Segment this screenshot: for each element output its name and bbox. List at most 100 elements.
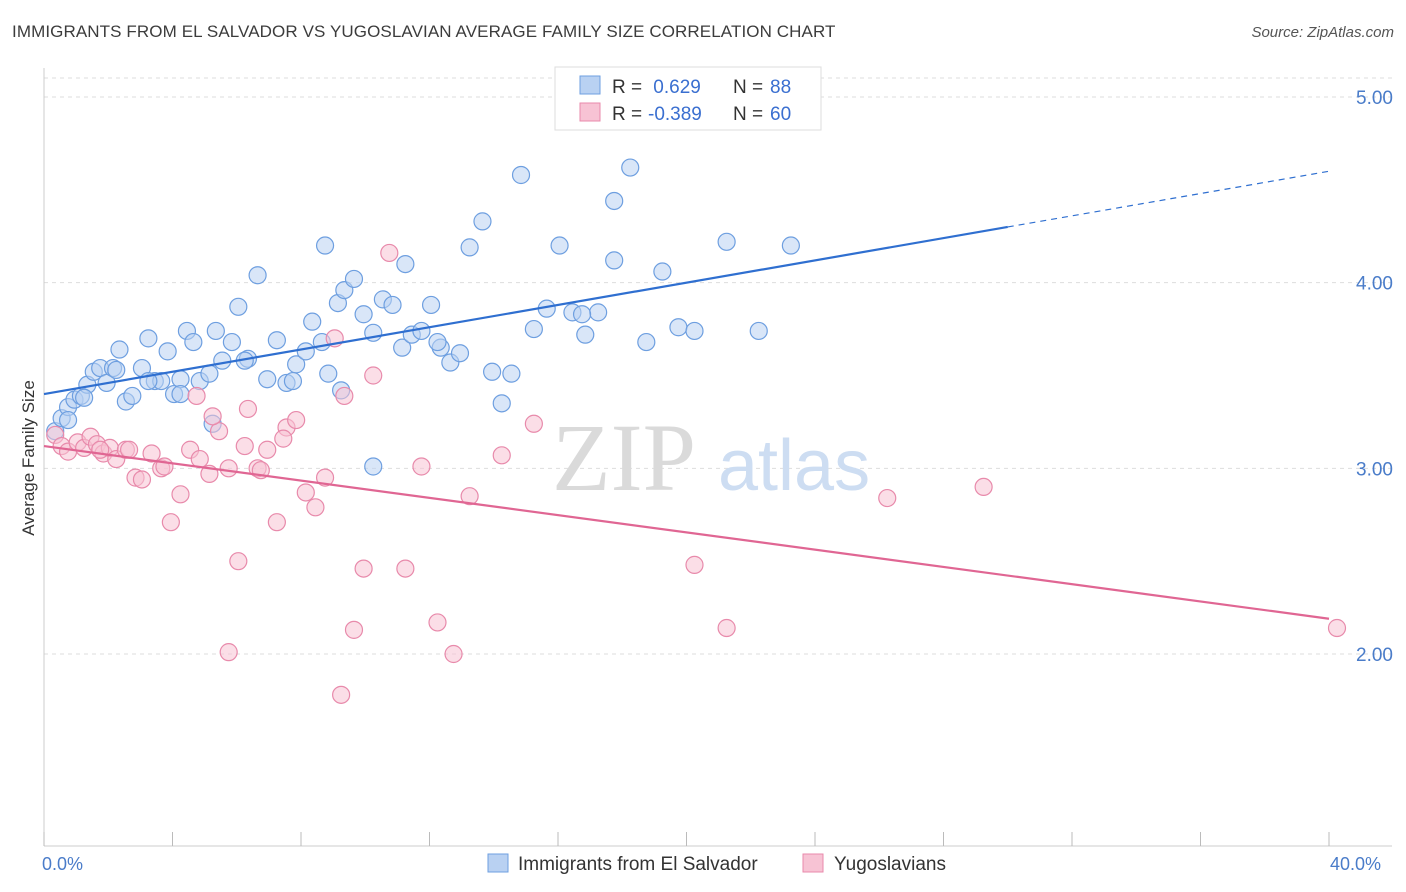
chart-source: Source: ZipAtlas.com (1251, 24, 1394, 41)
data-point (524, 319, 543, 339)
data-point (335, 386, 354, 406)
data-point (229, 297, 248, 316)
data-point (258, 370, 277, 389)
legend-r-value-2: -0.389 (648, 104, 702, 125)
data-point (171, 485, 190, 504)
series-legend: Immigrants from El Salvador Yugoslavians (487, 853, 946, 875)
data-point (502, 364, 521, 383)
data-point (274, 429, 293, 448)
data-point (248, 266, 267, 285)
data-point (605, 191, 624, 211)
data-point (653, 262, 672, 281)
data-point (717, 618, 736, 638)
data-point (235, 436, 254, 456)
data-point (492, 446, 511, 465)
legend-n-label-2: N = (733, 104, 763, 125)
data-point (219, 643, 238, 662)
x-tick-marks (43, 832, 1330, 846)
data-point (380, 243, 399, 263)
data-point (473, 212, 492, 231)
data-point (492, 394, 511, 413)
series-legend-label-pink: Yugoslavians (834, 854, 946, 875)
data-point (393, 338, 412, 357)
legend-swatch-blue (579, 75, 601, 95)
data-point (1327, 618, 1347, 638)
data-point (238, 399, 258, 419)
data-point (287, 410, 306, 430)
data-point (200, 364, 219, 383)
data-point (110, 340, 129, 359)
data-point (296, 342, 315, 361)
data-point (878, 488, 897, 508)
data-point (158, 342, 177, 361)
data-point (621, 158, 640, 177)
data-point (605, 251, 624, 270)
data-point (190, 449, 209, 469)
data-point (450, 344, 470, 363)
data-point (315, 236, 335, 255)
trend-line-blue (43, 225, 1008, 396)
correlation-legend: R = 0.629 N = 88 R = -0.389 N = 60 (554, 66, 822, 131)
data-point (460, 487, 479, 506)
data-point (412, 321, 431, 341)
data-point (187, 386, 206, 406)
y-tick-label: 3.00 (1356, 459, 1393, 480)
data-point (213, 351, 232, 370)
data-point (229, 552, 248, 571)
legend-r-label-2: R = (612, 104, 642, 125)
trend-line-blue-projection (1007, 170, 1330, 228)
y-axis-label: Average Family Size (19, 380, 38, 536)
data-point (344, 620, 364, 639)
data-point (421, 295, 441, 315)
legend-swatch-pink (579, 102, 601, 122)
data-point (354, 559, 373, 578)
data-point (444, 644, 463, 664)
data-point (267, 513, 286, 532)
data-point (171, 384, 190, 404)
data-point (222, 332, 241, 352)
trend-line-pink (43, 444, 1330, 620)
data-point (354, 305, 373, 324)
data-point (749, 321, 768, 341)
data-point (396, 255, 415, 274)
data-point (306, 498, 325, 517)
data-point (364, 366, 383, 385)
y-tick-labels: 2.00 3.00 4.00 5.00 (1356, 88, 1393, 666)
data-point (524, 414, 543, 433)
data-point (412, 457, 431, 476)
data-point (685, 321, 704, 341)
data-point (576, 325, 595, 344)
data-point (589, 303, 608, 322)
legend-r-value-1: 0.629 (648, 77, 701, 98)
series-yugoslavians (46, 243, 1347, 704)
data-point (319, 364, 338, 383)
data-point (483, 362, 502, 381)
data-point (974, 477, 993, 496)
data-point (283, 371, 303, 391)
data-point (296, 483, 315, 502)
data-point (364, 457, 383, 476)
data-point (511, 165, 531, 185)
data-point (184, 332, 203, 352)
data-point (781, 236, 800, 255)
trend-lines (43, 170, 1330, 620)
data-point (267, 331, 286, 350)
data-point (396, 559, 415, 578)
data-point (572, 305, 592, 324)
chart-title: IMMIGRANTS FROM EL SALVADOR VS YUGOSLAVI… (12, 22, 836, 41)
data-point (107, 360, 126, 380)
y-tick-label: 5.00 (1356, 88, 1393, 109)
y-tick-label: 4.00 (1356, 274, 1393, 295)
data-point (123, 386, 142, 406)
series-legend-swatch-blue (487, 853, 509, 873)
series-legend-label-blue: Immigrants from El Salvador (518, 854, 758, 875)
series-legend-swatch-pink (802, 853, 824, 873)
data-point (717, 232, 736, 251)
data-point (332, 685, 351, 704)
legend-n-label-1: N = (733, 77, 763, 98)
watermark-atlas: atlas (718, 426, 870, 506)
data-point (75, 388, 94, 407)
watermark-zip: ZIP (552, 404, 696, 511)
y-tick-label: 2.00 (1356, 645, 1393, 666)
